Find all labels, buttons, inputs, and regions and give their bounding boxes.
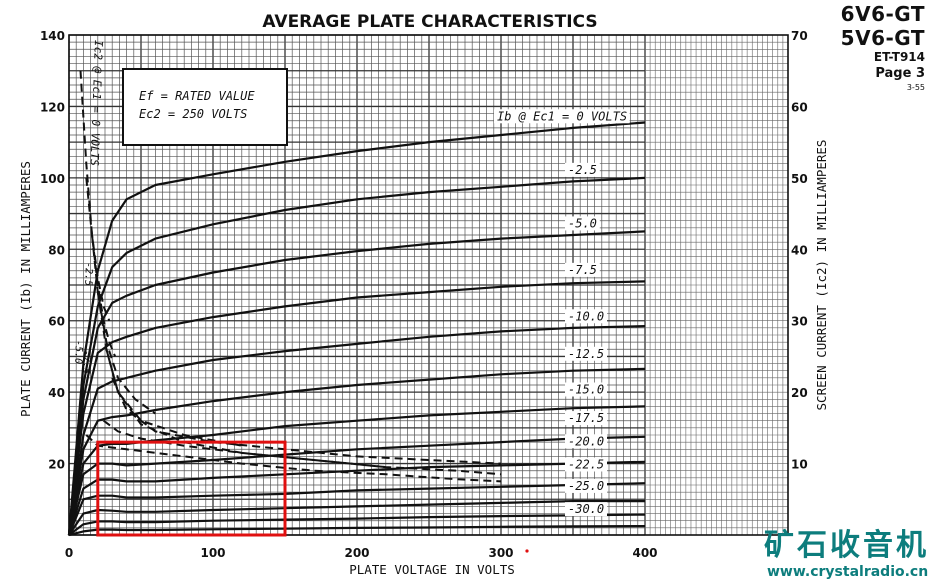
- curve-label: -17.5: [568, 411, 604, 425]
- curve-label: -5.0: [568, 216, 597, 230]
- curve-label-background: [565, 457, 607, 472]
- screen-curve--2_5: [85, 177, 111, 322]
- screen-curve-label: Ic2 @ Ec1 = 0 VOLTS: [88, 40, 105, 167]
- plate-curve--10_0: [67, 325, 646, 536]
- curve-label-background: [565, 411, 607, 426]
- y2-tick-label: 50: [791, 172, 808, 186]
- highlight-rectangle: [96, 440, 287, 537]
- screen-curve-0: [79, 70, 117, 357]
- curve-label-background: [565, 502, 607, 517]
- plate-curve-0: [67, 121, 646, 536]
- screen-curve-small-label: -7.5: [80, 350, 92, 374]
- y2-tick-label: 20: [791, 386, 808, 400]
- y2-axis-label: SCREEN CURRENT (Ic2) IN MILLIAMPERES: [814, 140, 829, 411]
- curve-label-background: [565, 434, 607, 449]
- plate-curve--7_5: [67, 280, 646, 536]
- curve-label-background: [565, 346, 607, 361]
- curve-label: -25.0: [568, 479, 604, 493]
- screen-curve-small-label: -5.0: [72, 340, 84, 364]
- tube-type-5v6gt: 5V6-GT: [840, 26, 925, 50]
- tube-type-6v6gt: 6V6-GT: [840, 2, 925, 26]
- curve-label-background: [565, 162, 600, 177]
- watermark-url: www.crystalradio.cn: [767, 564, 929, 580]
- y2-tick-label: 60: [791, 100, 808, 114]
- curve-label: -30.0: [568, 502, 604, 516]
- screen-curve--17_5: [85, 434, 502, 483]
- y-tick-label: 120: [40, 100, 65, 114]
- plot-frame: [68, 34, 789, 536]
- screen-curve--7_5: [96, 291, 242, 447]
- curve-label-background: [565, 262, 600, 277]
- plate-curve--2_5: [67, 176, 646, 536]
- curve-label: -7.5: [568, 263, 597, 277]
- curve-label: -20.0: [568, 434, 604, 448]
- chart-title: AVERAGE PLATE CHARACTERISTICS: [262, 12, 597, 32]
- x-tick-label: 400: [632, 546, 657, 560]
- page-number: Page 3: [875, 66, 925, 81]
- y-tick-label: 60: [48, 315, 65, 329]
- revision-date: 3-55: [906, 83, 925, 92]
- plate-curve--5_0: [67, 230, 646, 536]
- condition-screen: Ec2 = 250 VOLTS: [139, 107, 247, 121]
- y2-tick-label: 40: [791, 243, 808, 257]
- screen-curve--15_0: [103, 419, 502, 476]
- curve-label-background: [565, 382, 607, 397]
- chart-labels: 0 100 200 300 400 140 120 100 80 60 40 20 70 60 50 40 30…: [40, 29, 808, 560]
- y-axis-label: PLATE CURRENT (Ib) IN MILLIAMPERES: [18, 161, 33, 417]
- curve-label: -2.5: [568, 163, 597, 177]
- curve-label: -12.5: [568, 347, 604, 361]
- condition-heater: Ef = RATED VALUE: [139, 89, 255, 103]
- reference-number: ET-T914: [873, 50, 925, 64]
- conditions-box: Ef = RATED VALUE Ec2 = 250 VOLTS: [122, 68, 288, 146]
- red-dot: [525, 549, 529, 553]
- plate-curve--12_5: [67, 367, 646, 536]
- x-tick-label: 200: [344, 546, 369, 560]
- y2-tick-label: 10: [791, 458, 808, 472]
- watermark-logo-text: 矿石收音机: [764, 528, 929, 563]
- curve-label: Ib @ Ec1 = 0 VOLTS: [497, 109, 627, 123]
- y-tick-label: 80: [48, 243, 65, 257]
- curve-label: -15.0: [568, 383, 604, 397]
- y-tick-label: 100: [40, 172, 65, 186]
- curve-label-background: [494, 109, 630, 124]
- y-tick-label: 20: [48, 458, 65, 472]
- curve-label: -22.5: [568, 458, 604, 472]
- x-tick-label: 300: [488, 546, 513, 560]
- x-axis-label: PLATE VOLTAGE IN VOLTS: [349, 562, 515, 577]
- x-tick-label: 100: [200, 546, 225, 560]
- y2-tick-label: 30: [791, 315, 808, 329]
- curve-label-background: [565, 216, 600, 231]
- curve-label: -10.0: [568, 309, 604, 323]
- y-tick-label: 40: [48, 386, 65, 400]
- y-tick-label: 140: [40, 29, 65, 43]
- x-tick-label: 0: [65, 546, 73, 560]
- curve-label-background: [565, 478, 607, 493]
- screen-curve-small-label: -2.5: [82, 262, 94, 286]
- y2-tick-label: 70: [791, 29, 808, 43]
- chart-axes: [68, 34, 789, 536]
- curve-label-background: [565, 309, 607, 324]
